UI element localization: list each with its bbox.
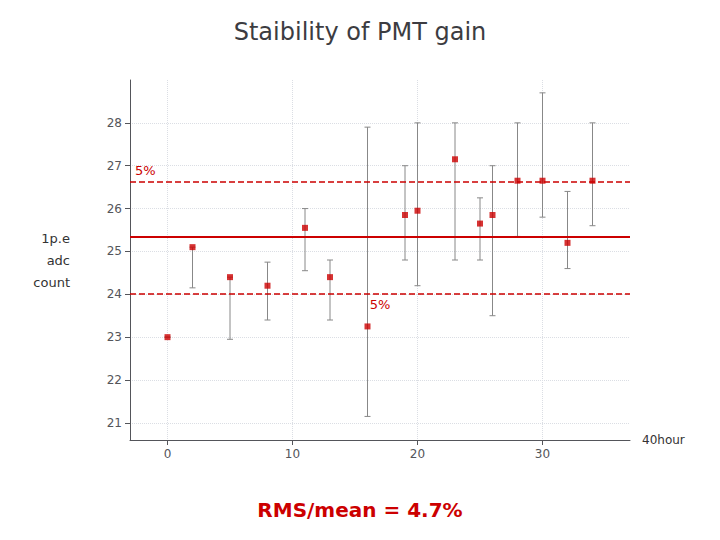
svg-text:24: 24 [107, 287, 122, 301]
svg-text:0: 0 [164, 447, 172, 461]
svg-text:23: 23 [107, 330, 122, 344]
svg-text:28: 28 [107, 116, 122, 130]
svg-text:5%: 5% [370, 297, 391, 312]
svg-text:21: 21 [107, 416, 122, 430]
svg-text:Staibility of PMT gain: Staibility of PMT gain [234, 18, 487, 46]
svg-text:26: 26 [107, 202, 122, 216]
svg-text:adc: adc [47, 253, 70, 268]
svg-text:20: 20 [410, 447, 425, 461]
svg-text:27: 27 [107, 159, 122, 173]
svg-text:5%: 5% [135, 163, 156, 178]
svg-text:1p.e: 1p.e [41, 231, 70, 246]
svg-text:40hour: 40hour [642, 433, 685, 447]
svg-text:count: count [33, 275, 70, 290]
svg-text:25: 25 [107, 244, 122, 258]
svg-text:30: 30 [535, 447, 550, 461]
svg-text:10: 10 [285, 447, 300, 461]
svg-text:22: 22 [107, 373, 122, 387]
svg-text:RMS/mean = 4.7%: RMS/mean = 4.7% [257, 498, 462, 522]
